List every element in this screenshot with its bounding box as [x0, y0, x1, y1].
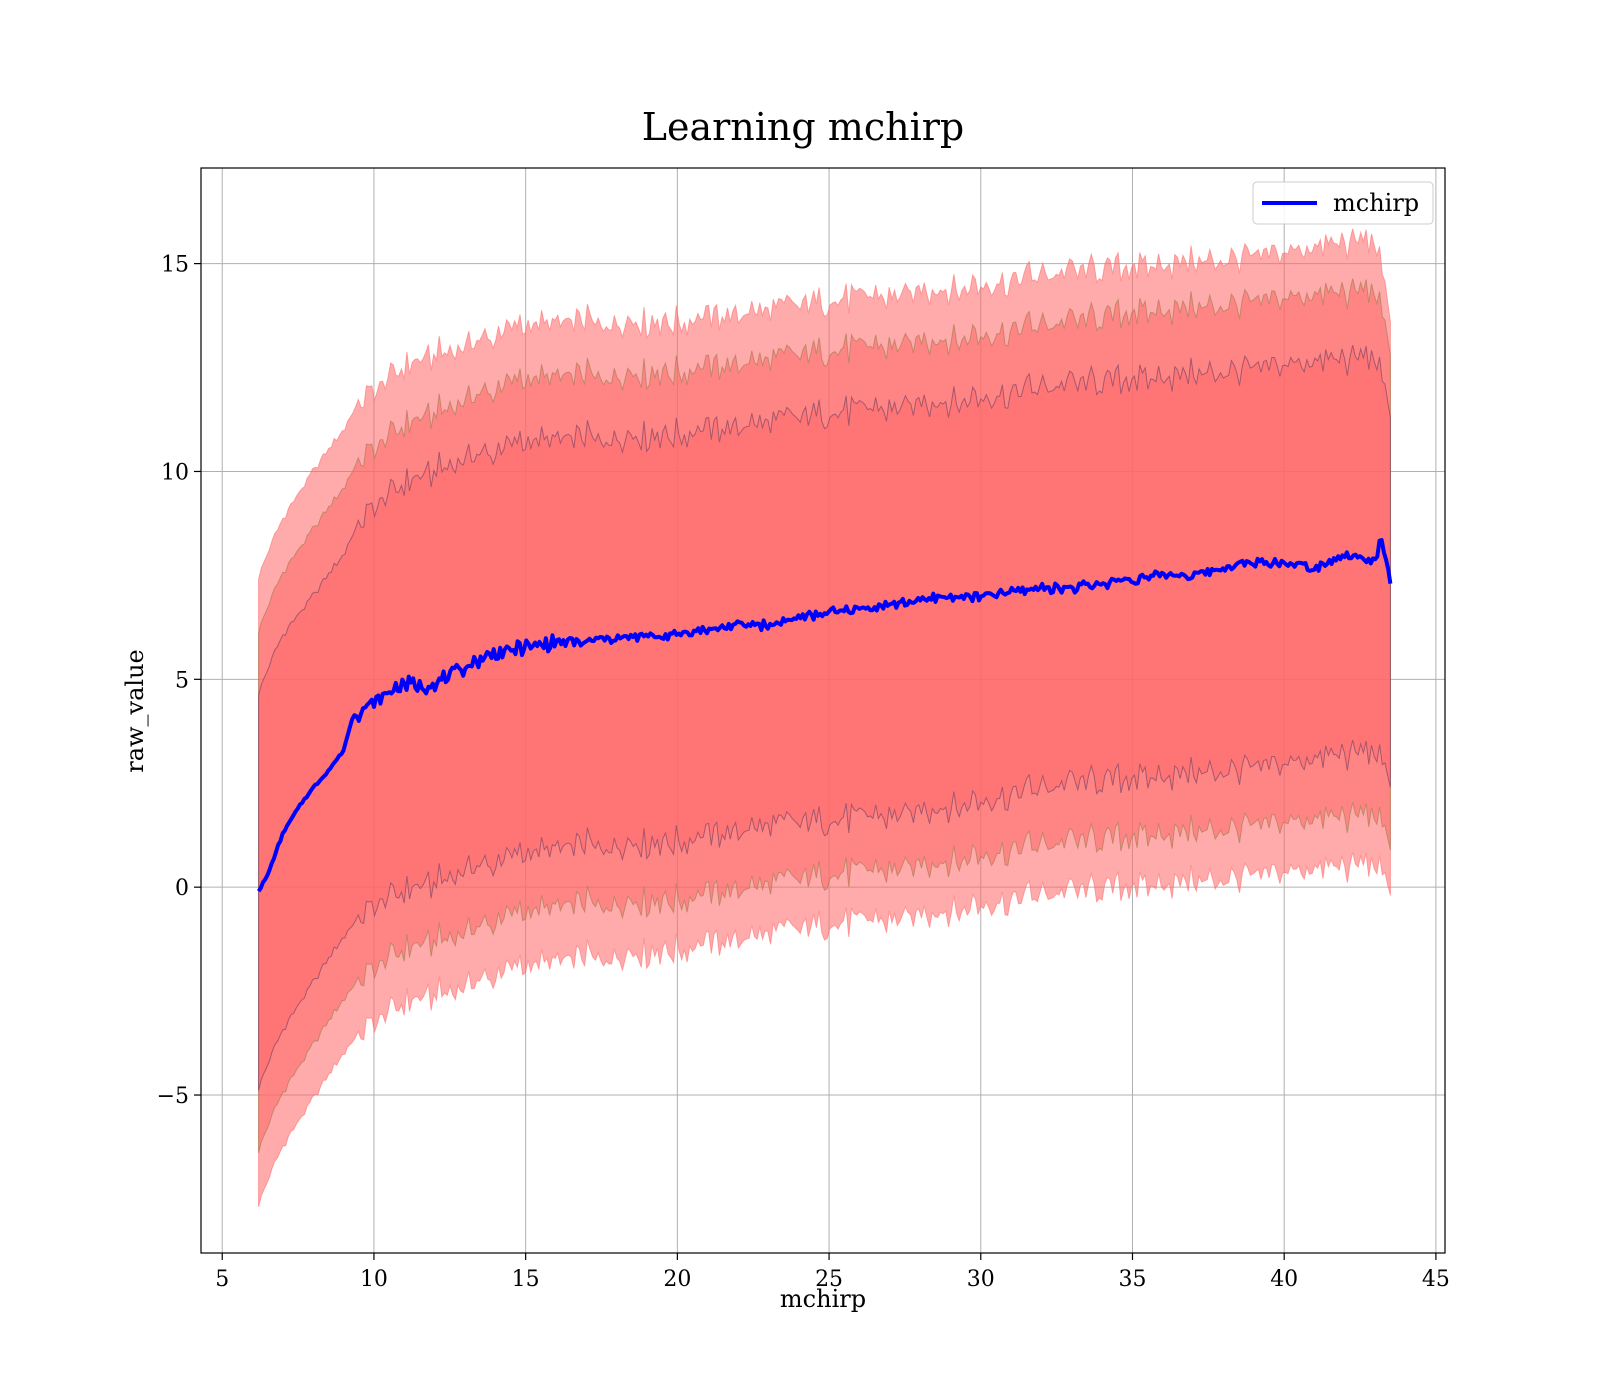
axes-frame [200, 167, 1446, 1254]
x-tick-label: 20 [663, 1267, 691, 1292]
confidence-band-3 [258, 344, 1391, 1091]
y-tick-label: 5 [175, 668, 189, 693]
x-tick-label: 5 [215, 1267, 229, 1292]
x-tick-label: 25 [815, 1267, 843, 1292]
legend-label: mchirp [1333, 189, 1419, 217]
series-line-mchirp [256, 538, 1393, 893]
x-tick-label: 45 [1422, 1267, 1450, 1292]
y-tick-label: −5 [157, 1084, 189, 1109]
x-tick-label: 35 [1118, 1267, 1146, 1292]
legend-box [1252, 181, 1434, 225]
x-tick-label: 40 [1270, 1267, 1298, 1292]
y-axis-ticks: −5 0 5 10 15 [157, 253, 201, 1109]
y-tick-label: 10 [161, 460, 189, 485]
line-layer [256, 538, 1393, 893]
y-tick-label: 0 [175, 876, 189, 901]
x-tick-label: 15 [512, 1267, 540, 1292]
y-tick-label: 15 [161, 253, 189, 278]
x-tick-label: 30 [967, 1267, 995, 1292]
plot-area [200, 167, 1446, 1254]
y-axis-label: raw_value [121, 649, 149, 773]
legend: mchirp [1252, 181, 1434, 225]
chart-title: Learning mchirp [642, 105, 964, 149]
band-layer [258, 228, 1391, 1208]
x-axis-ticks: 5 10 15 20 25 30 35 40 45 [215, 1253, 1450, 1292]
x-tick-label: 10 [360, 1267, 388, 1292]
x-axis-label: mchirp [780, 1285, 866, 1313]
